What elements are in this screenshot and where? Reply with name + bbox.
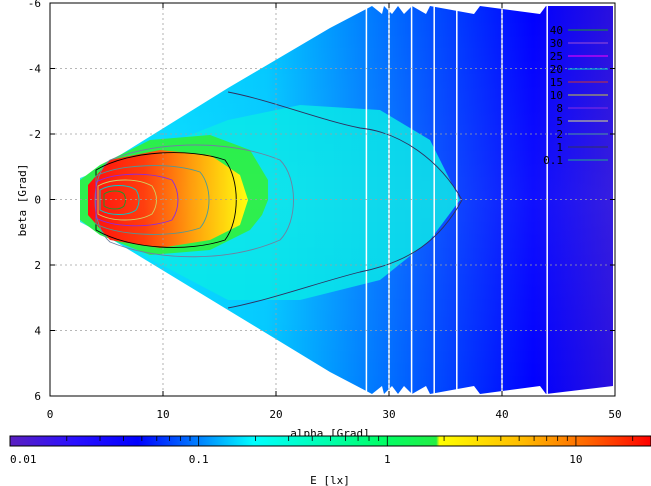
x-tick-label-3: 30 <box>382 408 395 421</box>
x-tick-label-0: 0 <box>47 408 54 421</box>
y-tick-label-1: -4 <box>28 63 42 76</box>
legend-label-6: 8 <box>556 102 563 115</box>
contour-line-5 <box>95 165 210 235</box>
colorbar-tick-label-3: 10 <box>569 453 582 466</box>
legend-label-8: 2 <box>556 128 563 141</box>
legend-label-5: 10 <box>550 89 563 102</box>
y-axis-ticks: -6 -4 -2 0 2 4 6 <box>28 0 615 403</box>
colorbar-label: E [lx] <box>310 474 350 486</box>
contour-line-8 <box>95 173 179 227</box>
x-tick-label-2: 20 <box>269 408 282 421</box>
legend-label-1: 30 <box>550 37 563 50</box>
colorbar-tick-label-1: 0.1 <box>189 453 209 466</box>
y-tick-label-4: 2 <box>34 259 41 272</box>
legend-label-2: 25 <box>550 50 563 63</box>
y-tick-label-6: 6 <box>34 390 41 403</box>
contour-line-20 <box>99 185 140 215</box>
colorbar-tick-label-2: 1 <box>384 453 391 466</box>
legend-label-0: 40 <box>550 24 563 37</box>
legend-label-9: 1 <box>556 141 563 154</box>
grid-lines <box>50 3 615 396</box>
contour-line-0-1 <box>227 91 463 309</box>
y-tick-label-0: -6 <box>28 0 41 10</box>
legend-label-7: 5 <box>556 115 563 128</box>
legend-label-4: 15 <box>550 76 563 89</box>
x-tick-label-1: 10 <box>156 408 169 421</box>
colorbar-tick-label-0: 0.01 <box>10 453 37 466</box>
contour-line-2 <box>95 152 237 248</box>
y-tick-label-3: 0 <box>34 194 41 207</box>
x-tick-label-5: 50 <box>608 408 621 421</box>
y-tick-label-2: -2 <box>28 128 41 141</box>
contour-line-10 <box>97 179 157 221</box>
colorbar-ticks: 0.01 0.1 1 10 <box>9 436 634 466</box>
y-axis-label: beta [Grad] <box>16 164 29 237</box>
x-tick-label-4: 40 <box>495 408 508 421</box>
legend-label-3: 20 <box>550 63 563 76</box>
y-tick-label-5: 4 <box>34 325 41 338</box>
legend-label-10: 0.1 <box>543 154 563 167</box>
x-axis-ticks: 0 10 20 30 40 50 <box>47 3 622 421</box>
contour-line-40 <box>103 190 126 210</box>
